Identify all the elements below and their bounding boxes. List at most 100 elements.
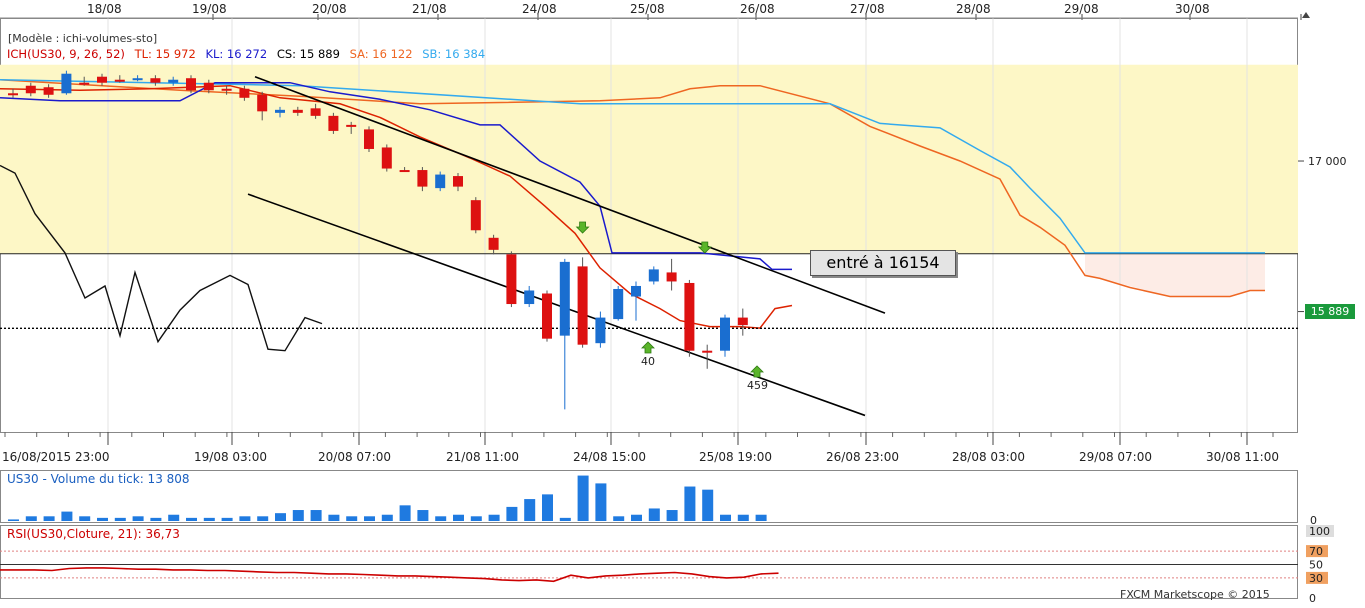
volume-bar: [275, 513, 286, 521]
senkou-span-b-line: [0, 78, 1265, 254]
volume-bar: [186, 517, 197, 521]
arrow-label: 459: [747, 379, 768, 392]
candle-body: [595, 317, 606, 344]
volume-bar: [666, 510, 678, 521]
legend-kijun: KL: 16 272: [205, 47, 268, 61]
rsi-tick-label: 30: [1309, 572, 1323, 585]
volume-bar: [524, 499, 536, 521]
volume-bar: [702, 489, 714, 521]
candle-body: [559, 261, 570, 336]
candle-body: [684, 282, 695, 351]
candle-body: [524, 290, 535, 305]
candle-body: [150, 78, 161, 83]
volume-bar: [364, 516, 375, 521]
volume-bar: [648, 508, 660, 521]
volume-bar: [203, 517, 215, 521]
candle-body: [132, 78, 143, 81]
rsi-line: [0, 567, 779, 583]
candle-body: [364, 129, 374, 149]
volume-bar: [470, 516, 482, 521]
volume-bar: [506, 506, 518, 521]
candle-body: [720, 317, 730, 351]
bottom-time-label: 25/08 19:00: [699, 450, 772, 464]
legend-senkou-a: SA: 16 122: [349, 47, 413, 61]
kumo-cloud-bearish: [1085, 252, 1265, 297]
volume-bar: [684, 486, 696, 521]
volume-bar: [221, 517, 233, 521]
sell-arrow-down: [575, 221, 590, 234]
candle-body: [506, 254, 517, 305]
ichimoku-legend: ICH(US30, 9, 26, 52) TL: 15 972 KL: 16 2…: [7, 47, 491, 61]
volume-bar: [8, 519, 19, 521]
candle-body: [257, 94, 268, 112]
bottom-time-label: 30/08 11:00: [1206, 450, 1279, 464]
top-date-label: 24/08: [522, 2, 557, 16]
volume-bar: [631, 514, 642, 521]
candle-body: [221, 88, 232, 91]
volume-bar: [435, 516, 447, 521]
volume-bar: [25, 516, 37, 521]
trendline-lower: [247, 193, 866, 417]
candle-body: [8, 93, 18, 96]
volume-bar: [150, 517, 162, 521]
volume-bar: [542, 494, 553, 521]
trendline-upper: [254, 75, 886, 314]
volume-bar: [239, 516, 251, 521]
top-date-label: 20/08: [312, 2, 347, 16]
volume-bar: [168, 514, 180, 521]
candle-body: [292, 109, 303, 113]
candle-body: [542, 293, 552, 339]
volume-bar: [613, 516, 625, 521]
rsi-axis-label-bg: [1306, 525, 1334, 537]
top-date-label: 19/08: [192, 2, 227, 16]
candle-body: [453, 176, 463, 187]
volume-bar: [79, 516, 91, 521]
candle-body: [328, 115, 339, 131]
volume-bar: [346, 516, 358, 521]
chikou-span-line: [0, 164, 323, 352]
candle-body: [97, 76, 107, 83]
rsi-tick-label: 100: [1309, 525, 1330, 538]
volume-bar: [381, 514, 393, 521]
volume-bar: [43, 516, 55, 521]
top-date-label: 29/08: [1064, 2, 1099, 16]
candle-body: [79, 82, 90, 85]
volume-bar: [328, 514, 340, 521]
bottom-time-label: 21/08 11:00: [446, 450, 519, 464]
buy-arrow-up: [641, 341, 655, 354]
volume-bar: [132, 516, 144, 521]
rsi-title: RSI(US30,Cloture, 21): 36,73: [7, 527, 180, 541]
candle-body: [417, 170, 428, 187]
entry-annotation: entré à 16154: [810, 250, 956, 276]
top-date-label: 18/08: [87, 2, 122, 16]
template-label: [Modèle : ichi-volumes-sto]: [8, 32, 158, 45]
candle-body: [613, 288, 624, 320]
volume-bar: [417, 510, 429, 521]
rsi-axis-label-bg: [1306, 571, 1328, 584]
rsi-tick-label: 50: [1309, 559, 1323, 572]
volume-bar: [755, 514, 767, 521]
rsi-panel-frame: [0, 525, 1298, 599]
kumo-cloud-bullish: [0, 64, 1298, 254]
candle-body: [381, 147, 392, 169]
volume-bar: [577, 475, 589, 521]
candle-body: [666, 272, 677, 282]
volume-bar: [399, 505, 411, 521]
bottom-time-label: 19/08 03:00: [194, 450, 267, 464]
top-date-label: 30/08: [1175, 2, 1210, 16]
candle-body: [577, 266, 588, 345]
candle-body: [43, 87, 54, 95]
arrow-label: 40: [641, 355, 655, 368]
legend-tenkan: TL: 15 972: [134, 47, 196, 61]
volume-bar: [720, 514, 731, 521]
candle-body: [168, 79, 179, 83]
candle-body: [702, 350, 713, 353]
legend-senkou-b: SB: 16 384: [422, 47, 486, 61]
volume-bar: [61, 511, 73, 521]
top-date-label: 21/08: [412, 2, 447, 16]
volume-bar: [310, 510, 322, 521]
candle-body: [25, 85, 36, 94]
candle-body: [737, 317, 748, 326]
rsi-axis-label-bg: [1306, 545, 1328, 558]
